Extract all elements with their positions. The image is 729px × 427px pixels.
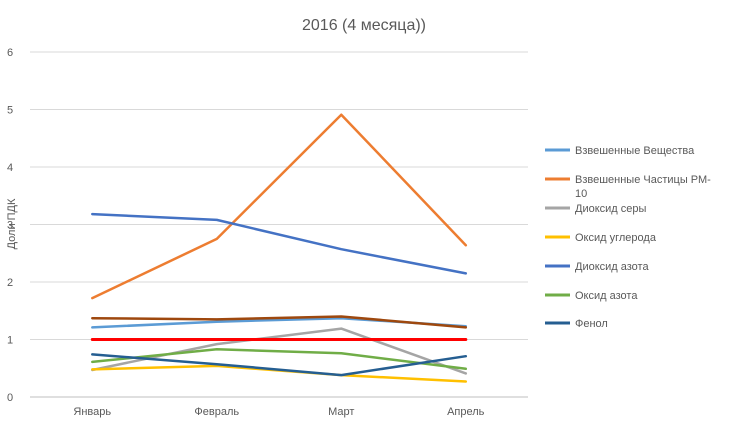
legend-label-5: Оксид азота <box>575 290 638 302</box>
legend: Взвешенные Вещества Взвешенные Частицы РМ… <box>545 145 711 330</box>
y-tick-3: 3 <box>7 220 13 232</box>
series-line-3 <box>91 364 468 383</box>
legend-label-3: Оксид углерода <box>575 232 657 244</box>
x-tick-labels: Январь Февраль Март Апрель <box>73 406 484 418</box>
x-tick-3: Апрель <box>447 406 485 418</box>
series-lines <box>90 113 468 383</box>
gridlines <box>30 51 528 398</box>
legend-label-4: Диоксид азота <box>575 261 649 273</box>
series-line-6 <box>91 353 468 377</box>
series-line-4 <box>91 212 468 275</box>
legend-label-6: Фенол <box>575 318 608 330</box>
y-axis-label: Доли ПДК <box>6 198 18 249</box>
legend-label-0: Взвешенные Вещества <box>575 145 695 157</box>
series-line-7 <box>91 315 468 329</box>
y-tick-5: 5 <box>7 105 13 117</box>
series-line-1 <box>91 113 468 300</box>
y-tick-1: 1 <box>7 335 13 347</box>
y-tick-0: 0 <box>7 392 13 404</box>
x-tick-2: Март <box>328 406 354 418</box>
series-line-5 <box>91 348 468 371</box>
x-tick-1: Февраль <box>194 406 239 418</box>
legend-label-1: Взвешенные Частицы РМ-10 <box>575 174 711 200</box>
y-tick-2: 2 <box>7 277 13 289</box>
x-tick-0: Январь <box>73 406 111 418</box>
legend-label-2: Диоксид серы <box>575 203 647 215</box>
y-tick-6: 6 <box>7 47 13 59</box>
y-tick-4: 4 <box>7 162 13 174</box>
y-tick-labels: 0 1 2 3 4 5 6 <box>7 47 13 404</box>
chart-title: 2016 (4 месяца)) <box>302 17 426 34</box>
series-line-2 <box>91 327 468 375</box>
